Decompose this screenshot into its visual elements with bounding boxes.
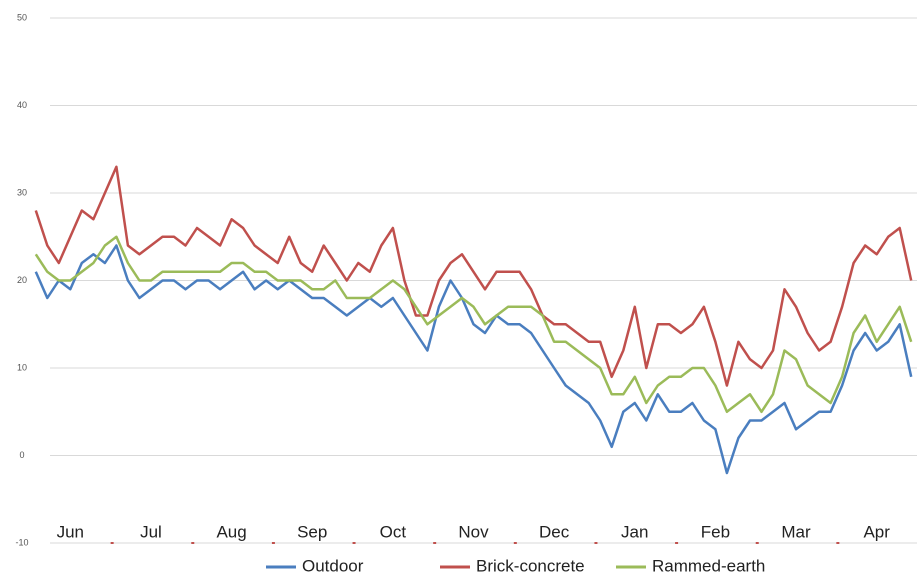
- x-tick-label: Sep: [297, 522, 327, 541]
- legend-label: Brick-concrete: [476, 556, 585, 575]
- series-line: [34, 235, 913, 414]
- x-tick-label: Dec: [539, 522, 570, 541]
- y-tick-label: -10: [15, 537, 28, 547]
- legend-label: Rammed-earth: [652, 556, 765, 575]
- y-tick-label: 30: [17, 187, 27, 197]
- y-tick-label: 20: [17, 275, 27, 285]
- series-line: [34, 165, 913, 387]
- x-tick-label: Feb: [701, 522, 730, 541]
- x-tick-label: Nov: [458, 522, 489, 541]
- y-tick-label: 50: [17, 12, 27, 22]
- x-tick-label: Oct: [380, 522, 407, 541]
- y-tick-label: 40: [17, 100, 27, 110]
- y-tick-label: 0: [19, 450, 24, 460]
- x-tick-label: Apr: [863, 522, 890, 541]
- x-tick-label: Jan: [621, 522, 648, 541]
- series-line: [34, 244, 913, 475]
- x-tick-label: Mar: [781, 522, 811, 541]
- x-tick-label: Aug: [216, 522, 246, 541]
- x-tick-label: Jun: [57, 522, 84, 541]
- y-tick-label: 10: [17, 362, 27, 372]
- x-tick-label: Jul: [140, 522, 162, 541]
- legend-label: Outdoor: [302, 556, 364, 575]
